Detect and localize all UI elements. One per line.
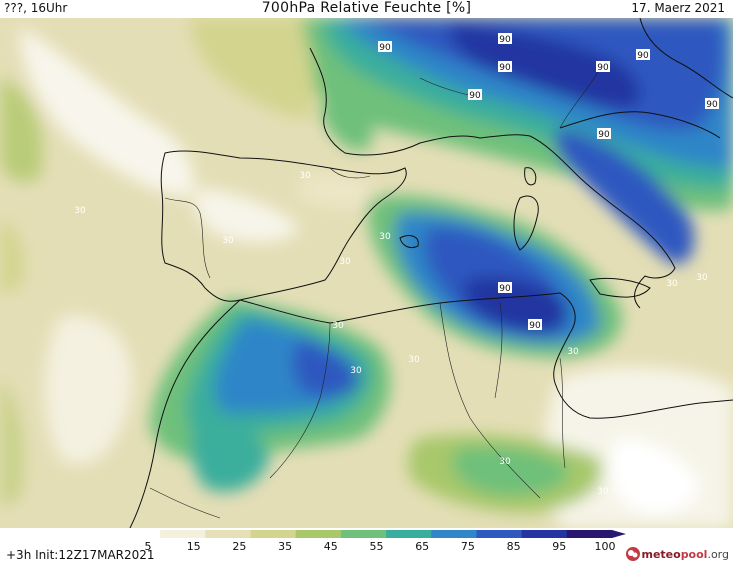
contour-label: 30 [408,355,420,365]
legend-tick-label: 65 [415,540,429,553]
contour-label-text: 90 [529,321,541,331]
contour-label-box [636,49,650,60]
contour-label: 30 [499,457,511,467]
legend-tick-label: 5 [145,540,152,553]
contour-label-box [468,89,482,100]
contour-label: 30 [666,279,678,289]
contour-label-text: 30 [696,273,708,283]
legend-arrow [612,530,626,538]
legend-swatch [160,530,206,538]
contour-label-box [705,98,719,109]
legend-swatch [295,530,342,538]
legend-tick-label: 45 [324,540,338,553]
logo-tld: .org [707,547,729,561]
contour-label: 90 [378,41,392,53]
contour-label-box [498,282,512,293]
contour-label: 30 [597,487,609,497]
contour-label-box [528,319,542,330]
contour-label-text: 30 [597,487,609,497]
logo-suffix: pool [680,547,708,561]
legend-tick-label: 55 [370,540,384,553]
contour-label: 90 [636,49,650,61]
contour-label: 30 [350,366,362,376]
contour-label: 30 [696,273,708,283]
legend-swatch [250,530,297,538]
contour-label: 30 [567,347,579,357]
forecast-time-label: ???, 16Uhr [4,1,68,15]
legend-swatch [340,530,387,538]
forecast-date: 17. Maerz 2021 [631,1,725,15]
contour-label: 90 [528,319,542,331]
contour-label-text: 30 [666,279,678,289]
contour-label-text: 90 [499,35,511,45]
contour-label: 90 [498,282,512,294]
contour-label-text: 90 [379,43,391,53]
legend-swatch [205,530,252,538]
color-legend: 5 15 25 35 45 55 65 75 85 95 100 [115,530,626,553]
contour-label-text: 30 [379,232,391,242]
legend-tick-label: 95 [552,540,566,553]
legend-tick-label: 25 [232,540,246,553]
legend-tick-label: 35 [278,540,292,553]
contour-label: 90 [597,128,611,140]
meteopool-logo[interactable]: meteopool.org [625,545,729,563]
contour-label-text: 90 [469,91,481,101]
contour-label: 30 [332,321,344,331]
legend-tick-label: 15 [187,540,201,553]
contour-label: 30 [339,257,351,267]
contour-label: 30 [299,171,311,181]
contour-labels: 90 90 90 90 90 90 90 90 90 90 30 30 30 30 30 30 30 30 30 30… [74,33,719,497]
contour-label-text: 90 [597,63,609,73]
contour-label-text: 90 [499,284,511,294]
contour-label-text: 90 [706,100,718,110]
footer: 5 15 25 35 45 55 65 75 85 95 100 +3h Init:12Z17MAR… [0,528,733,566]
contour-label-text: 90 [598,130,610,140]
legend-tick-label: 75 [461,540,475,553]
contour-label-text: 90 [637,51,649,61]
contour-label: 90 [468,89,482,101]
contour-label: 90 [498,33,512,45]
contour-label-box [498,33,512,44]
contour-label-text: 30 [567,347,579,357]
contour-label: 90 [596,61,610,73]
header: ???, 16Uhr 700hPa Relative Feuchte [%] 1… [0,0,733,18]
logo-icon [626,547,641,561]
contour-label-text: 90 [499,63,511,73]
init-time-label: +3h Init:12Z17MAR2021 [6,548,155,562]
contour-label-text: 30 [332,321,344,331]
humidity-shading [0,18,733,528]
contour-label-box [597,128,611,139]
contour-label-text: 30 [222,236,234,246]
legend-swatch [431,530,477,538]
humidity-map: 90 90 90 90 90 90 90 90 90 90 30 30 30 30 30 30 30 30 30 30… [0,18,733,528]
map-title: 700hPa Relative Feuchte [%] [261,0,472,16]
legend-swatch [476,530,523,538]
contour-label-text: 30 [499,457,511,467]
contour-label-box [498,61,512,72]
contour-label-box [378,41,392,52]
legend-swatch [115,530,161,538]
legend-swatch [386,530,432,538]
contour-label-text: 30 [339,257,351,267]
contour-label: 90 [498,61,512,73]
coastlines [129,18,733,528]
logo-prefix: meteo [641,547,681,561]
contour-label-box [596,61,610,72]
contour-label: 30 [379,232,391,242]
contour-label-text: 30 [74,206,86,216]
contour-label-text: 30 [350,366,362,376]
contour-label: 30 [222,236,234,246]
contour-label-text: 30 [299,171,311,181]
legend-tick-label: 100 [595,540,616,553]
legend-swatch [521,530,568,538]
contour-label: 30 [74,206,86,216]
legend-swatch [566,530,613,538]
legend-tick-label: 85 [507,540,521,553]
contour-label: 90 [705,98,719,110]
contour-label-text: 30 [408,355,420,365]
